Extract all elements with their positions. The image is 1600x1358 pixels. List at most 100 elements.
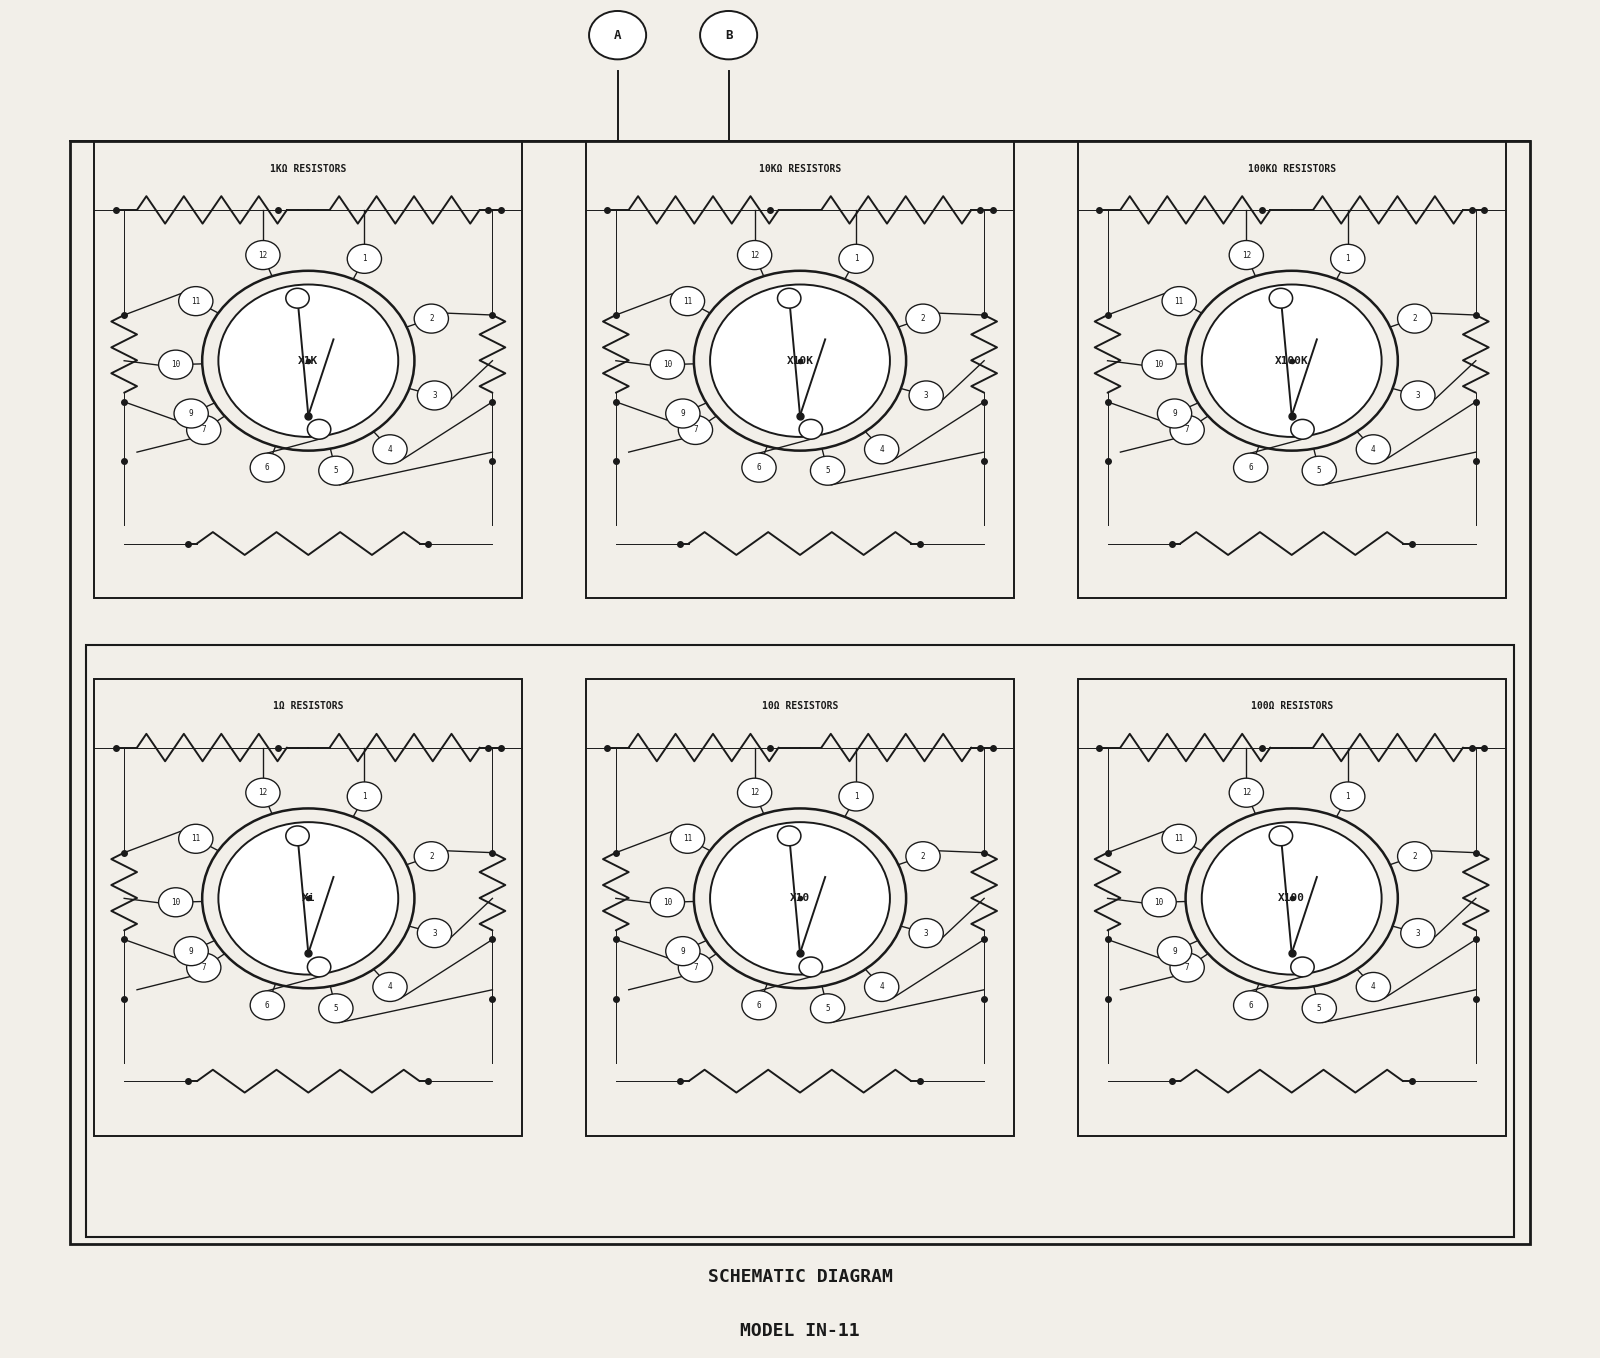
Circle shape [347, 244, 381, 273]
Text: X100: X100 [1278, 894, 1306, 903]
Circle shape [1157, 399, 1192, 428]
Circle shape [650, 350, 685, 379]
Circle shape [811, 456, 845, 485]
Text: A: A [614, 29, 621, 42]
Text: 1: 1 [854, 254, 858, 263]
Circle shape [710, 285, 890, 437]
Text: 5: 5 [1317, 1004, 1322, 1013]
Text: 3: 3 [432, 391, 437, 401]
Circle shape [666, 937, 699, 966]
Circle shape [666, 399, 699, 428]
Bar [86, 645, 1514, 1237]
Circle shape [414, 842, 448, 870]
Circle shape [838, 244, 874, 273]
Circle shape [1269, 288, 1293, 308]
Circle shape [286, 826, 309, 846]
Circle shape [418, 918, 451, 948]
Circle shape [174, 937, 208, 966]
Text: 3: 3 [1416, 391, 1421, 401]
Circle shape [250, 991, 285, 1020]
Circle shape [738, 240, 771, 270]
Text: 5: 5 [826, 1004, 830, 1013]
Text: 3: 3 [923, 391, 928, 401]
Text: 4: 4 [1371, 445, 1376, 454]
Text: 100Ω RESISTORS: 100Ω RESISTORS [1251, 702, 1333, 712]
Circle shape [1229, 240, 1264, 270]
Circle shape [1229, 778, 1264, 807]
Circle shape [246, 240, 280, 270]
Text: 5: 5 [826, 466, 830, 475]
Circle shape [187, 953, 221, 982]
Circle shape [318, 456, 354, 485]
Circle shape [1170, 953, 1205, 982]
Text: 12: 12 [750, 251, 760, 259]
Circle shape [1302, 456, 1336, 485]
Bar [94, 141, 523, 599]
Circle shape [158, 888, 194, 917]
Circle shape [1397, 842, 1432, 870]
Circle shape [1302, 994, 1336, 1023]
Circle shape [1269, 826, 1293, 846]
Text: 2: 2 [429, 314, 434, 323]
Text: 4: 4 [880, 982, 883, 991]
Bar [94, 679, 523, 1137]
Circle shape [1170, 416, 1205, 444]
Text: 11: 11 [190, 834, 200, 843]
Text: 1: 1 [854, 792, 858, 801]
Text: 6: 6 [757, 463, 762, 473]
Text: MODEL IN-11: MODEL IN-11 [741, 1321, 859, 1340]
Text: 12: 12 [1242, 251, 1251, 259]
Circle shape [414, 304, 448, 333]
Circle shape [798, 957, 822, 976]
Text: X100K: X100K [1275, 356, 1309, 365]
Text: 3: 3 [1416, 929, 1421, 937]
Circle shape [1202, 822, 1382, 975]
Circle shape [906, 304, 941, 333]
Text: 10: 10 [171, 898, 181, 907]
Circle shape [1357, 435, 1390, 464]
Text: Xi: Xi [301, 894, 315, 903]
Circle shape [1397, 304, 1432, 333]
Text: 12: 12 [750, 788, 760, 797]
Circle shape [1291, 420, 1314, 439]
Circle shape [778, 826, 802, 846]
Text: 1: 1 [1346, 792, 1350, 801]
Text: 12: 12 [258, 251, 267, 259]
Circle shape [307, 420, 331, 439]
Text: 12: 12 [258, 788, 267, 797]
Text: 6: 6 [1248, 1001, 1253, 1010]
Circle shape [778, 288, 802, 308]
Text: X1K: X1K [298, 356, 318, 365]
Circle shape [701, 11, 757, 60]
Text: 2: 2 [920, 314, 925, 323]
Circle shape [1357, 972, 1390, 1001]
Text: 5: 5 [333, 1004, 338, 1013]
Circle shape [1331, 782, 1365, 811]
Circle shape [650, 888, 685, 917]
Circle shape [1142, 350, 1176, 379]
Text: 7: 7 [693, 425, 698, 435]
Circle shape [906, 842, 941, 870]
Bar [1077, 679, 1506, 1137]
Text: 2: 2 [920, 851, 925, 861]
Bar [586, 141, 1014, 599]
Circle shape [864, 972, 899, 1001]
Circle shape [1400, 382, 1435, 410]
Circle shape [174, 399, 208, 428]
Circle shape [1157, 937, 1192, 966]
Bar [586, 679, 1014, 1137]
Text: SCHEMATIC DIAGRAM: SCHEMATIC DIAGRAM [707, 1268, 893, 1286]
Circle shape [1202, 285, 1382, 437]
Text: 5: 5 [333, 466, 338, 475]
Text: 2: 2 [1413, 851, 1418, 861]
Text: 1Ω RESISTORS: 1Ω RESISTORS [274, 702, 344, 712]
Circle shape [864, 435, 899, 464]
Bar [70, 141, 1530, 1244]
Circle shape [307, 957, 331, 976]
Text: 6: 6 [266, 463, 270, 473]
Text: 1: 1 [1346, 254, 1350, 263]
Circle shape [158, 350, 194, 379]
Text: 7: 7 [202, 963, 206, 972]
Circle shape [286, 288, 309, 308]
Text: 10Ω RESISTORS: 10Ω RESISTORS [762, 702, 838, 712]
